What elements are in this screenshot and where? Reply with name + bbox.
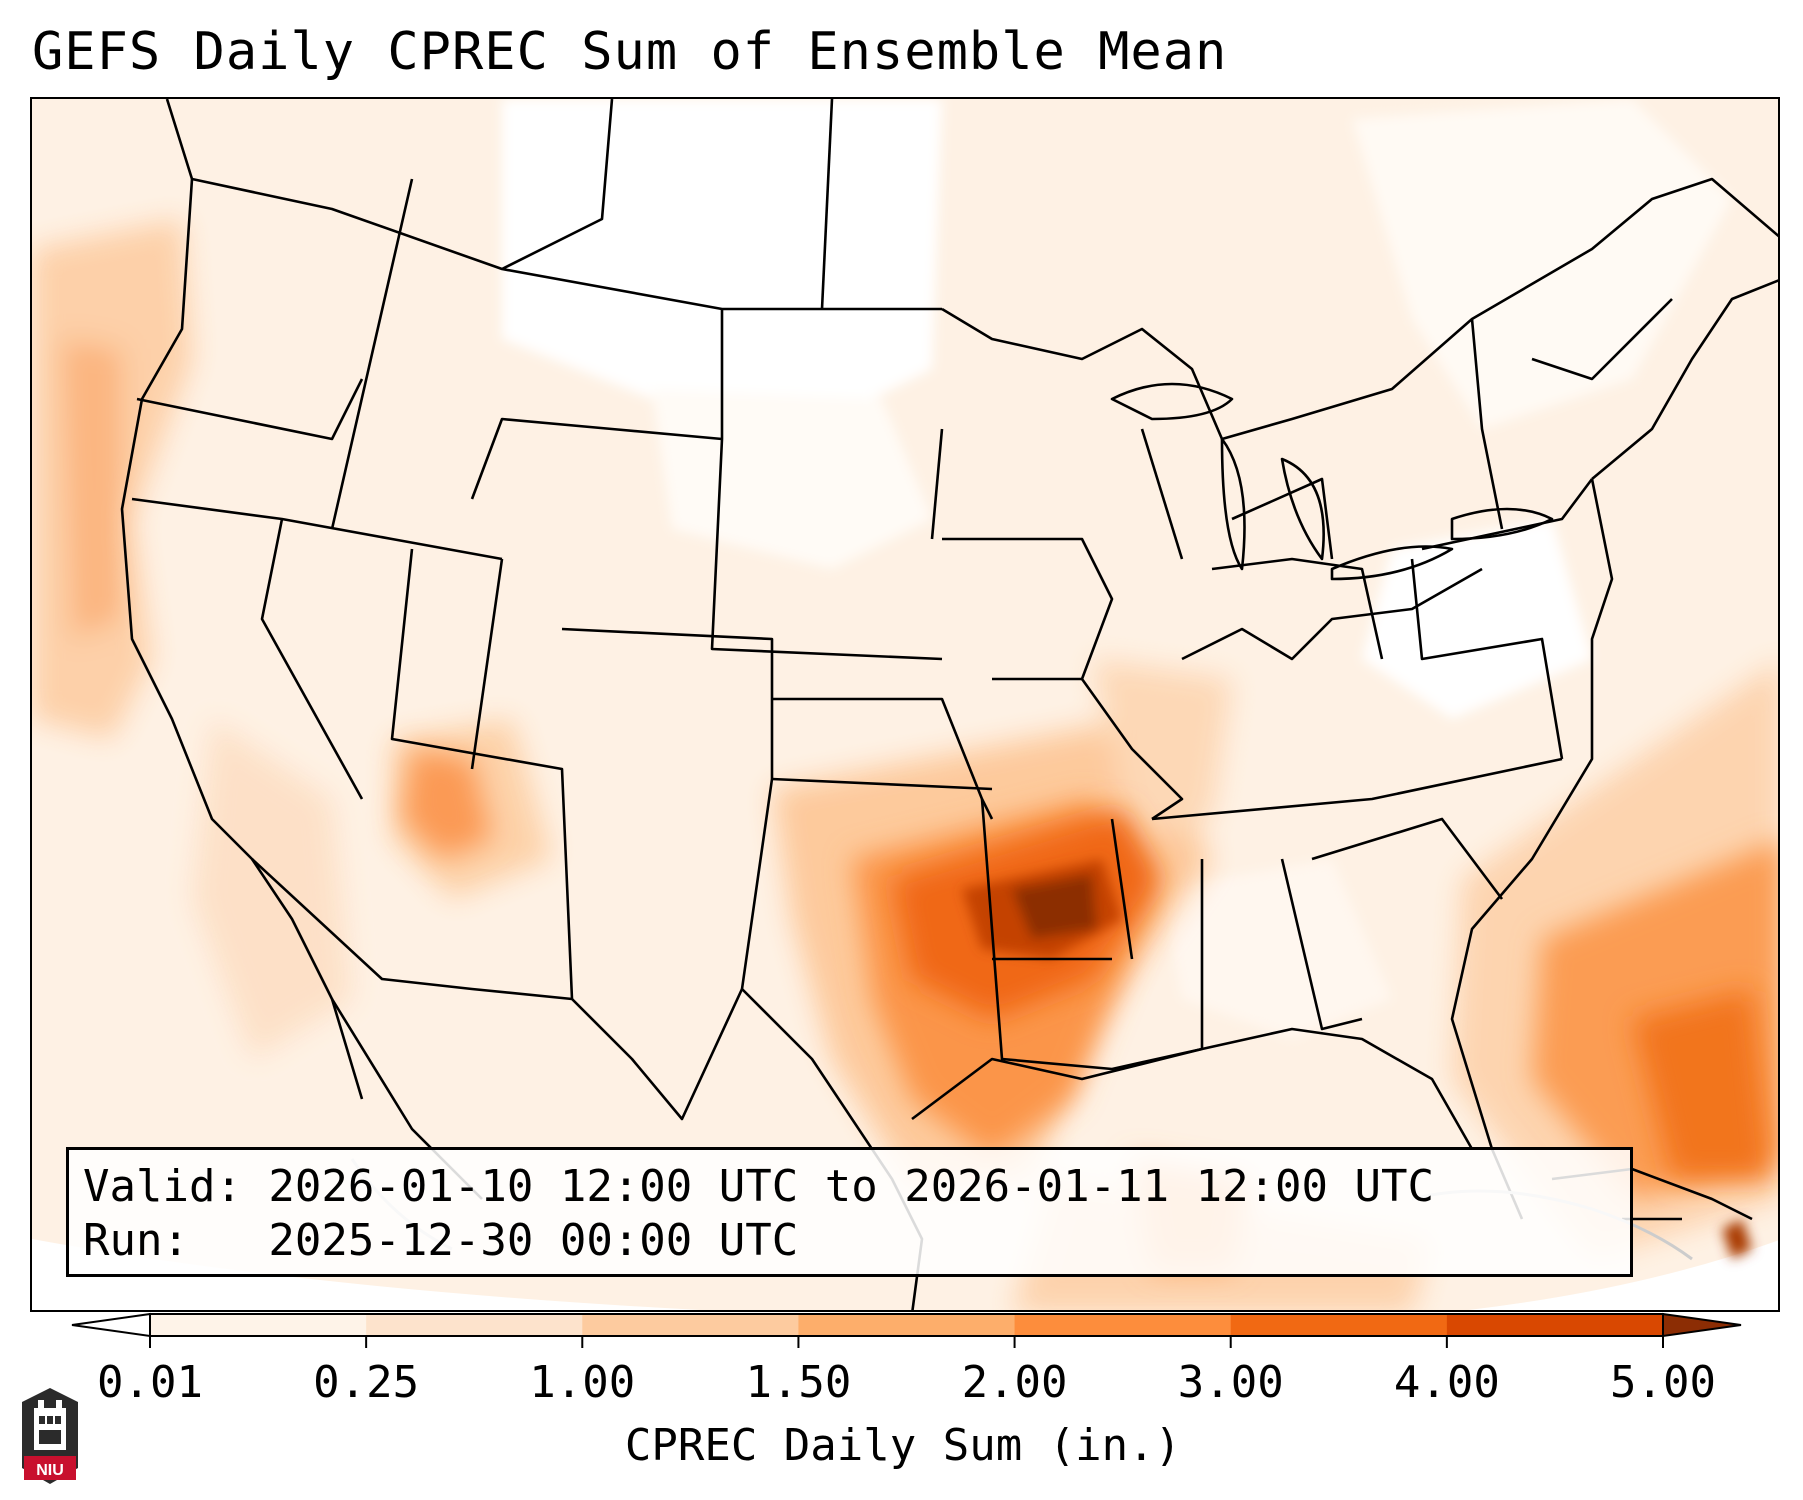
colorbar-segment bbox=[582, 1314, 799, 1336]
colorbar-tick-label: 4.00 bbox=[1393, 1357, 1500, 1408]
colorbar-extend-min bbox=[71, 1312, 151, 1338]
state-boundaries bbox=[120, 99, 1778, 1310]
colorbar-segments bbox=[149, 1313, 1664, 1337]
valid-time-text: Valid: 2026-01-10 12:00 UTC to 2026-01-1… bbox=[83, 1161, 1435, 1212]
colorbar bbox=[71, 1312, 1742, 1348]
colorbar-ticks bbox=[149, 1336, 1664, 1348]
colorbar-segment bbox=[1446, 1314, 1664, 1336]
colorbar-tick-label: 0.01 bbox=[97, 1357, 203, 1408]
university-seal-icon: NIU bbox=[22, 1388, 78, 1484]
colorbar-segment bbox=[366, 1314, 583, 1336]
colorbar-segment bbox=[1014, 1314, 1232, 1336]
colorbar-tick-label: 2.00 bbox=[961, 1357, 1068, 1408]
extreme-precip bbox=[962, 859, 1752, 1259]
run-time-text: Run: 2025-12-30 00:00 UTC bbox=[83, 1215, 799, 1266]
valid-run-info-box: Valid: 2026-01-10 12:00 UTC to 2026-01-1… bbox=[66, 1147, 1633, 1277]
map-canvas bbox=[32, 99, 1778, 1310]
colorbar-label: CPREC Daily Sum (in.) bbox=[624, 1420, 1182, 1471]
map-title: GEFS Daily CPREC Sum of Ensemble Mean bbox=[32, 22, 1228, 82]
colorbar-extend-max bbox=[1662, 1312, 1742, 1338]
domain-edge-bottom-left bbox=[32, 1239, 701, 1310]
colorbar-segment bbox=[798, 1314, 1016, 1336]
colorbar-tick-label: 3.00 bbox=[1177, 1357, 1284, 1408]
precipitation-map bbox=[30, 97, 1780, 1312]
colorbar-tick-label: 0.25 bbox=[313, 1357, 420, 1408]
colorbar-tick-label: 1.00 bbox=[529, 1357, 636, 1408]
colorbar-segment bbox=[1230, 1314, 1448, 1336]
domain-edge-bottom-right bbox=[1468, 1240, 1778, 1310]
logo-text: NIU bbox=[36, 1462, 64, 1479]
dry-areas bbox=[502, 99, 1732, 1039]
colorbar-tick-label: 1.50 bbox=[745, 1357, 852, 1408]
colorbar-tick-label: 5.00 bbox=[1610, 1357, 1716, 1408]
colorbar-segment bbox=[150, 1314, 367, 1336]
